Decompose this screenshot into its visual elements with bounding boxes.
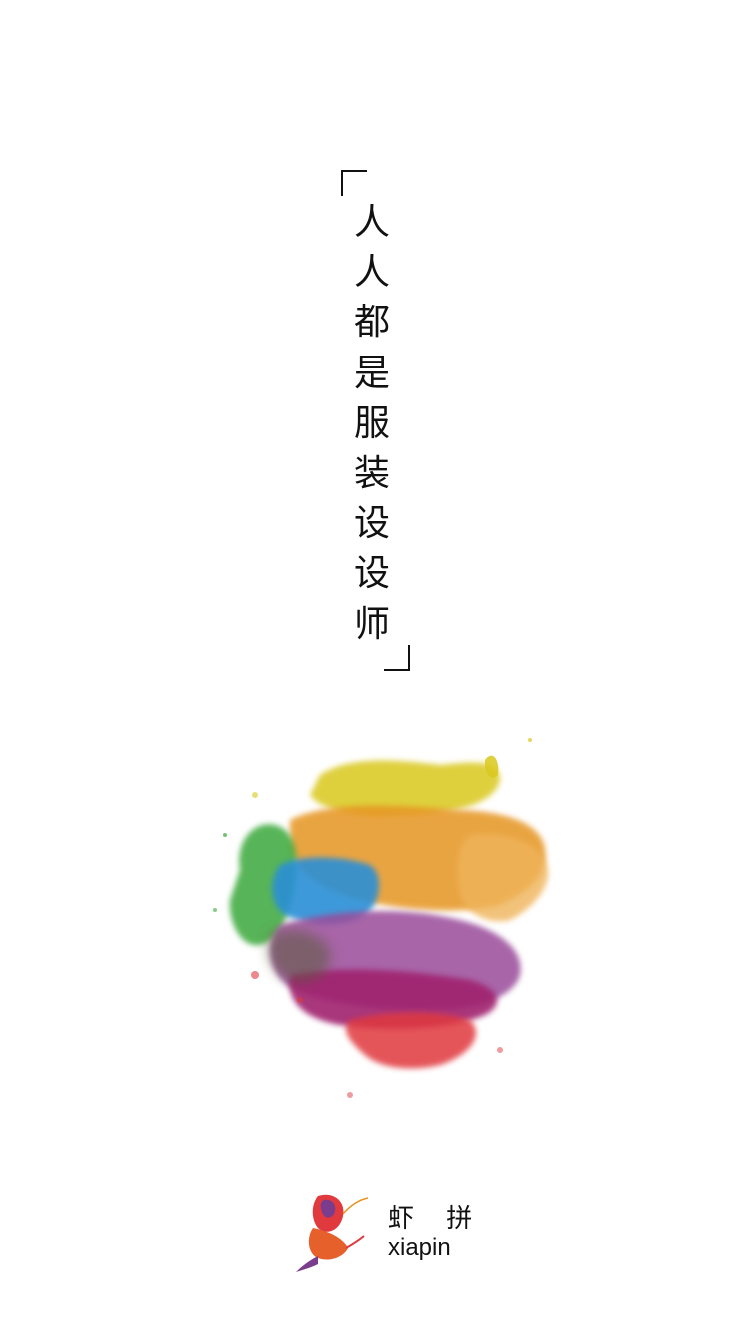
watercolor-splash-illustration bbox=[213, 738, 549, 1098]
slogan-char: 是 bbox=[353, 352, 390, 394]
slogan-char: 人 bbox=[353, 202, 390, 243]
brand-name-en: xiapin bbox=[388, 1234, 451, 1261]
slogan-char: 都 bbox=[353, 302, 390, 344]
slogan-open-bracket bbox=[341, 170, 367, 196]
slogan-char: 师 bbox=[353, 603, 390, 645]
slogan: 人 人 都 是 服 装 设 设 师 bbox=[348, 198, 396, 650]
slogan-char: 服 bbox=[353, 402, 390, 444]
slogan-char: 人 bbox=[353, 252, 390, 294]
slogan-close-bracket bbox=[384, 645, 410, 671]
slogan-char: 设 bbox=[353, 503, 390, 545]
brand-name-cn: 虾 拼 bbox=[388, 1204, 485, 1234]
slogan-char: 设 bbox=[353, 553, 390, 595]
slogan-char: 装 bbox=[353, 452, 390, 494]
shrimp-logo-icon bbox=[296, 1194, 369, 1272]
brand-logo: 虾 拼 xiapin bbox=[288, 1186, 478, 1276]
